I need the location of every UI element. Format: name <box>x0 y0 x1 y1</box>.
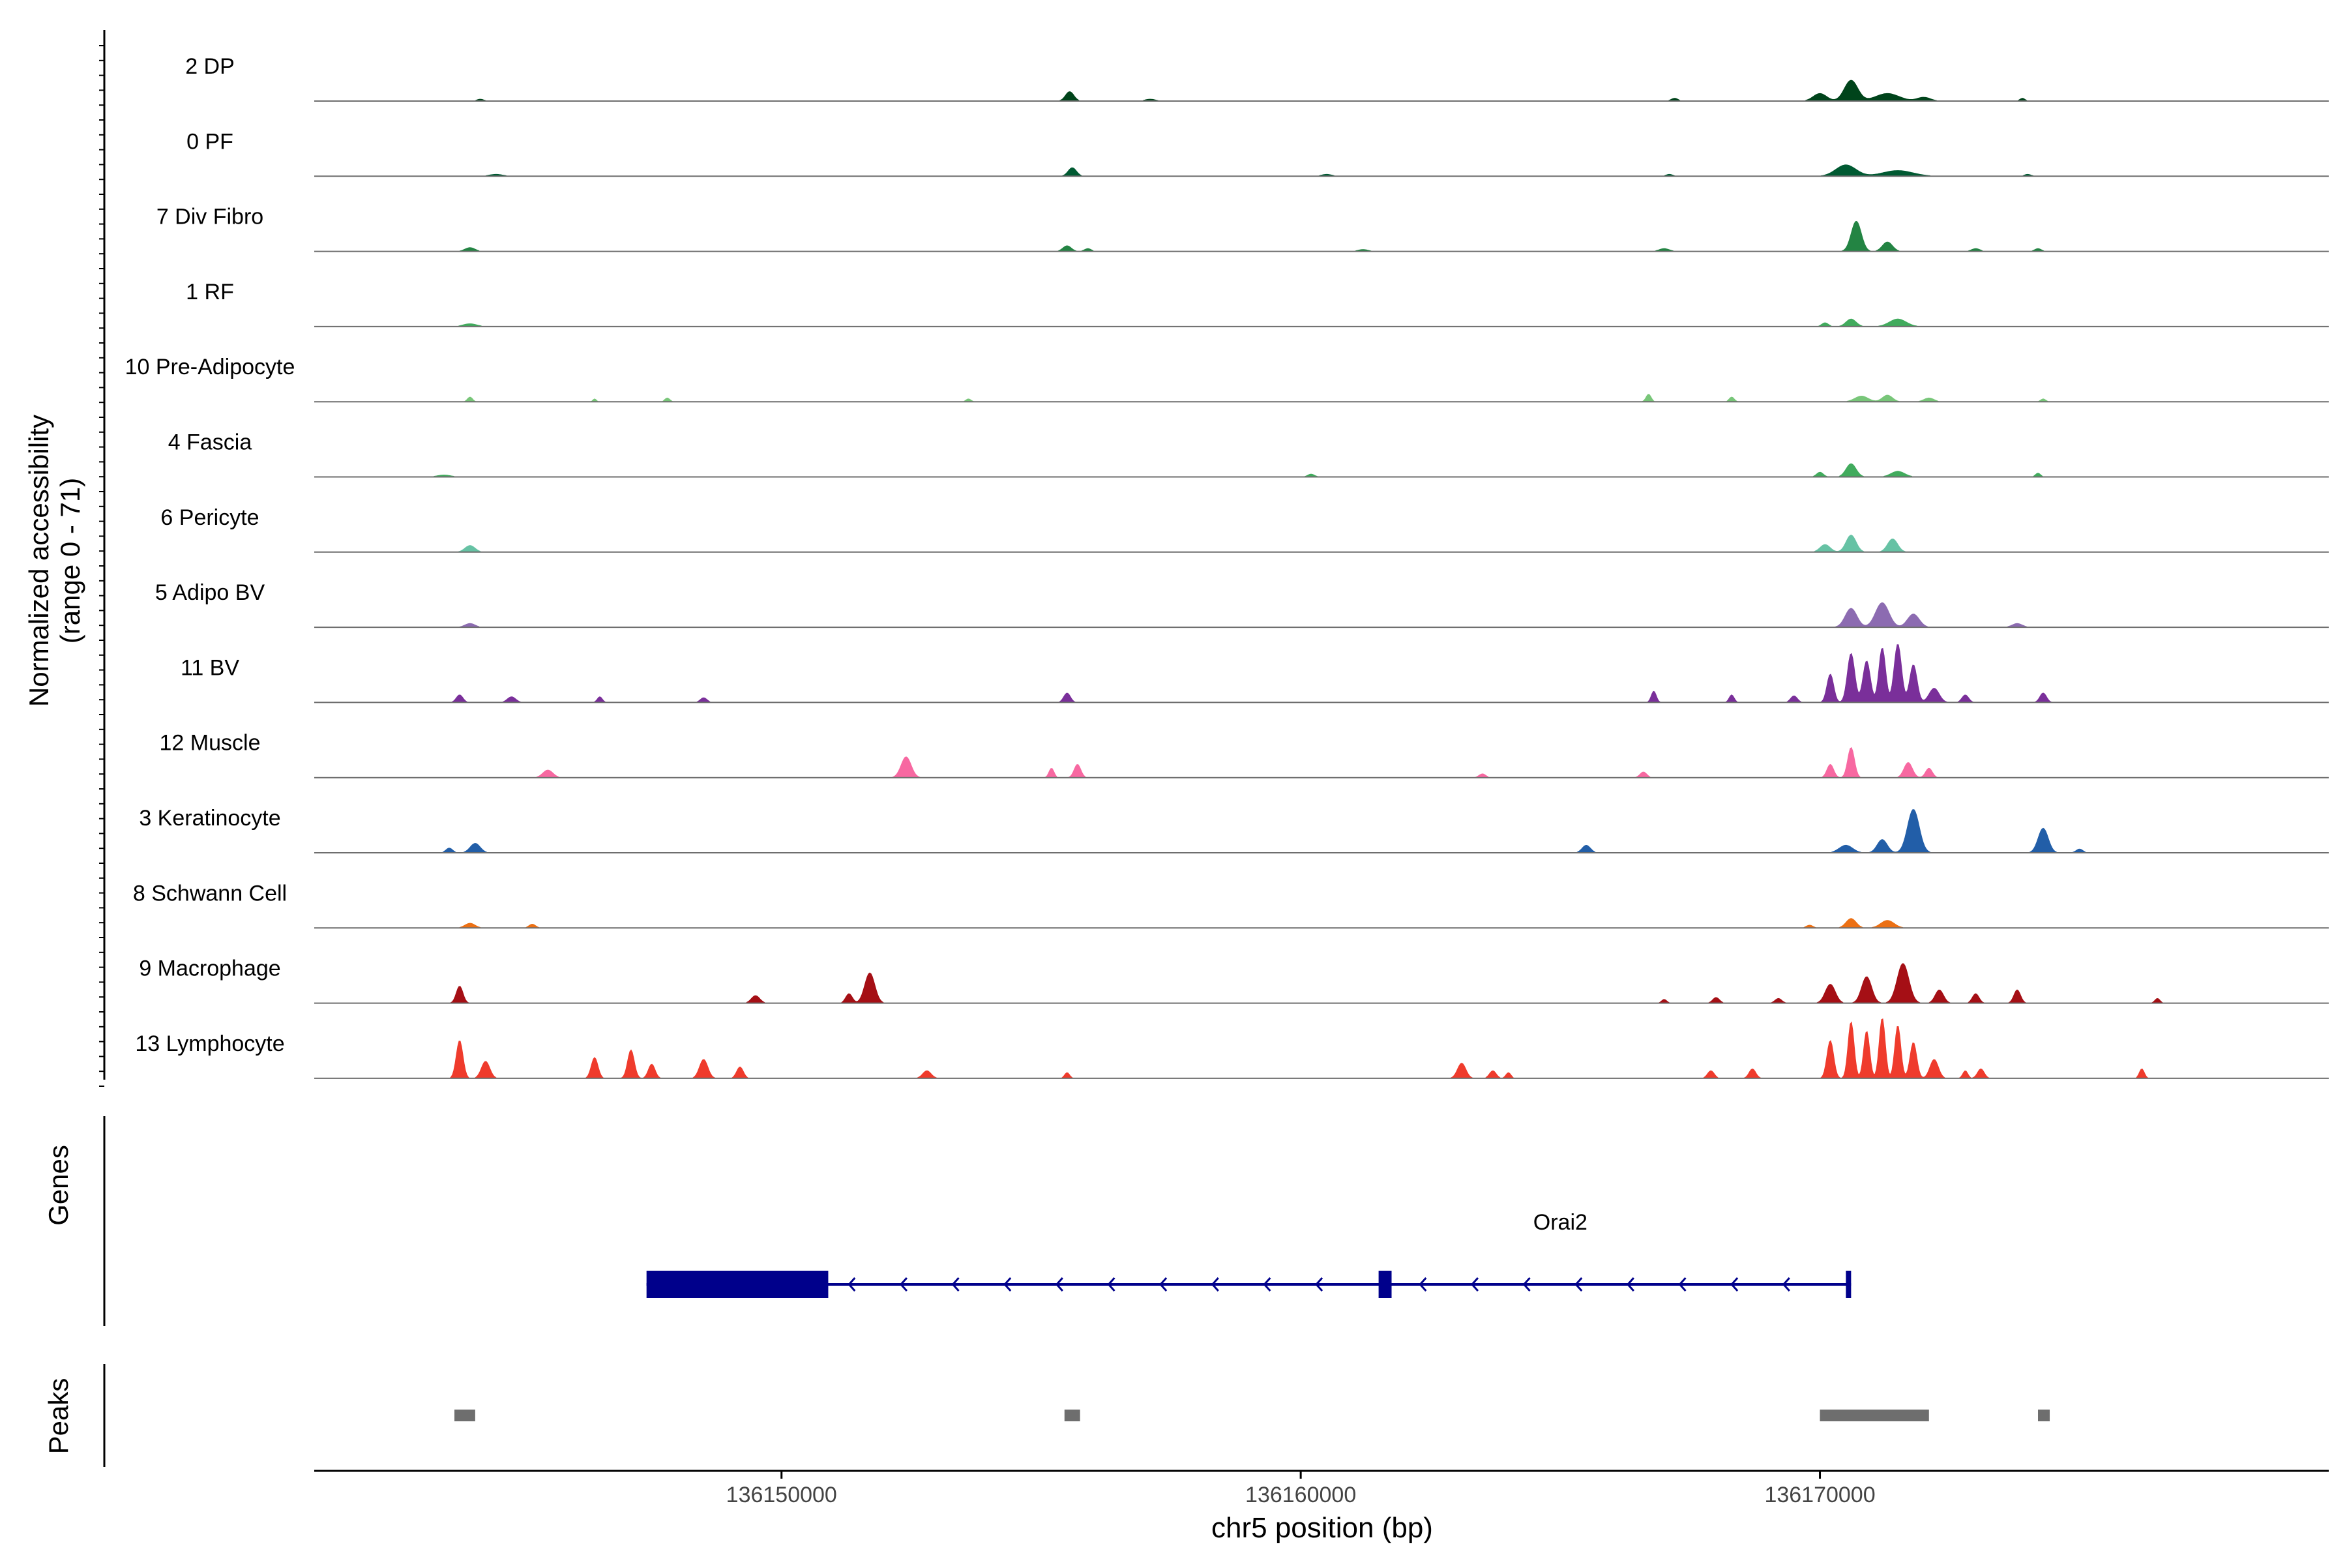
strand-arrow <box>1730 1277 1739 1292</box>
strand-arrow <box>1782 1277 1790 1292</box>
track-label: 3 Keratinocyte <box>139 806 280 831</box>
strand-arrow <box>1419 1277 1427 1292</box>
track-label: 11 BV <box>181 655 239 680</box>
track-label: 1 RF <box>186 280 234 304</box>
coverage-area <box>314 1018 2329 1079</box>
track-0-pf: 0 PF <box>186 129 2329 177</box>
track-1-rf: 1 RF <box>186 280 2329 327</box>
genes-track-label: Genes <box>43 1145 74 1226</box>
strand-arrow <box>848 1277 856 1292</box>
strand-arrow <box>1315 1277 1323 1292</box>
strand-arrow <box>899 1277 908 1292</box>
coverage-area <box>314 809 2329 853</box>
peak-region <box>1064 1410 1080 1421</box>
track-10-pre-adipocyte: 10 Pre-Adipocyte <box>125 355 2329 403</box>
gene-exon <box>646 1271 829 1298</box>
coverage-area <box>314 318 2329 327</box>
strand-arrow <box>1211 1277 1219 1292</box>
track-label: 4 Fascia <box>168 430 252 455</box>
x-axis: 136150000 136160000 136170000 <box>314 1470 2329 1507</box>
coverage-area <box>314 602 2329 628</box>
track-13-lymphocyte: 13 Lymphocyte <box>135 1018 2329 1079</box>
x-tick-label: 136160000 <box>1245 1483 1356 1507</box>
peak-region <box>2038 1410 2050 1421</box>
track-label: 8 Schwann Cell <box>133 881 287 906</box>
track-5-adipo-bv: 5 Adipo BV <box>155 580 2329 629</box>
track-3-keratinocyte: 3 Keratinocyte <box>139 806 2329 853</box>
strand-arrow <box>1107 1277 1115 1292</box>
track-label: 5 Adipo BV <box>155 580 265 605</box>
coverage-area <box>314 918 2329 928</box>
strand-arrow <box>951 1277 960 1292</box>
track-label: 9 Macrophage <box>139 956 280 981</box>
coverage-area <box>314 220 2329 252</box>
x-axis-label: chr5 position (bp) <box>1211 1512 1433 1544</box>
track-7-div-fibro: 7 Div Fibro <box>156 205 2329 252</box>
strand-arrow <box>1263 1277 1271 1292</box>
y-axis-label: Normalized accessibility <box>23 415 54 707</box>
y-axis-range-label: (range 0 - 71) <box>55 478 85 643</box>
coverage-area <box>314 80 2329 102</box>
track-2-dp: 2 DP <box>185 54 2329 102</box>
peak-region <box>1820 1410 1929 1421</box>
track-9-macrophage: 9 Macrophage <box>139 956 2329 1004</box>
strand-arrow <box>1626 1277 1634 1292</box>
strand-arrow <box>1678 1277 1687 1292</box>
track-label: 6 Pericyte <box>160 505 259 530</box>
x-tick-label: 136150000 <box>726 1483 837 1507</box>
peak-region <box>454 1410 475 1421</box>
strand-arrow <box>1003 1277 1012 1292</box>
strand-arrow <box>1574 1277 1583 1292</box>
coverage-area <box>314 463 2329 477</box>
track-label: 2 DP <box>185 54 235 79</box>
track-label: 7 Div Fibro <box>156 205 263 229</box>
strand-arrow <box>1159 1277 1168 1292</box>
coverage-area <box>314 644 2329 703</box>
coverage-area <box>314 535 2329 553</box>
track-label: 0 PF <box>186 129 233 154</box>
track-label: 12 Muscle <box>160 731 261 756</box>
track-6-pericyte: 6 Pericyte <box>160 505 2329 553</box>
track-11-bv: 11 BV <box>181 644 2329 703</box>
gene-name-label: Orai2 <box>1533 1210 1587 1235</box>
track-8-schwann-cell: 8 Schwann Cell <box>133 881 2329 929</box>
gene-exon <box>1846 1271 1852 1298</box>
coverage-area <box>314 164 2329 177</box>
peaks-track: Peaks <box>43 1364 2050 1467</box>
coverage-area <box>314 963 2329 1004</box>
strand-arrow <box>1055 1277 1063 1292</box>
x-tick-label: 136170000 <box>1764 1483 1875 1507</box>
coverage-area <box>314 394 2329 402</box>
genes-track: Genes Orai2 <box>43 1116 1852 1326</box>
strand-arrow <box>1522 1277 1531 1292</box>
strand-arrow <box>1470 1277 1479 1292</box>
gene-exon <box>1378 1271 1392 1298</box>
track-4-fascia: 4 Fascia <box>168 430 2329 478</box>
coverage-tracks: 2 DP 0 PF 7 Div Fibro 1 RF 10 Pre-Adipocyte 4… <box>125 54 2329 1079</box>
track-label: 13 Lymphocyte <box>135 1031 284 1056</box>
coverage-area <box>314 747 2329 778</box>
track-label: 10 Pre-Adipocyte <box>125 355 295 379</box>
peaks-track-label: Peaks <box>43 1378 74 1455</box>
accessibility-y-axis <box>99 30 106 1087</box>
track-12-muscle: 12 Muscle <box>160 731 2329 778</box>
